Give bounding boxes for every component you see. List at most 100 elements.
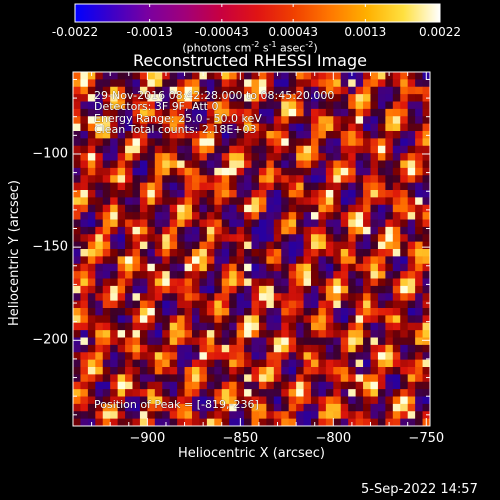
heatmap-cell: [288, 226, 297, 235]
heatmap-cell: [95, 167, 104, 176]
heatmap-cell: [311, 226, 319, 235]
heatmap-cell: [251, 145, 260, 154]
heatmap-cell: [288, 271, 297, 279]
heatmap-cell: [184, 300, 193, 309]
heatmap-cell: [80, 234, 89, 243]
heatmap-cell: [340, 389, 349, 397]
heatmap-cell: [385, 204, 394, 213]
heatmap-cell: [236, 204, 245, 213]
heatmap-cell: [162, 160, 171, 169]
heatmap-cell: [184, 330, 193, 338]
heatmap-cell: [162, 86, 171, 95]
heatmap-cell: [273, 123, 282, 132]
heatmap-cell: [325, 234, 334, 243]
heatmap-cell: [385, 337, 394, 346]
heatmap-cell: [236, 263, 245, 272]
heatmap-cell: [266, 396, 275, 405]
heatmap-cell: [370, 285, 379, 294]
heatmap-cell: [318, 94, 327, 102]
heatmap-cell: [147, 359, 156, 368]
heatmap-cell: [139, 212, 148, 220]
heatmap-cell: [400, 108, 409, 117]
heatmap-cell: [340, 108, 349, 117]
heatmap-cell: [244, 101, 252, 110]
heatmap-cell: [407, 145, 416, 154]
heatmap-cell: [73, 204, 81, 213]
heatmap-cell: [303, 123, 312, 132]
heatmap-cell: [184, 123, 193, 132]
heatmap-cell: [400, 94, 409, 102]
heatmap-cell: [400, 123, 409, 132]
heatmap-cell: [355, 249, 364, 257]
heatmap-cell: [229, 138, 238, 147]
heatmap-cell: [333, 249, 342, 257]
heatmap-cell: [73, 234, 81, 243]
heatmap-cell: [117, 367, 126, 375]
heatmap-cell: [281, 330, 290, 338]
heatmap-cell: [214, 411, 223, 420]
heatmap-cell: [288, 212, 297, 220]
plot-frame: [72, 71, 431, 427]
heatmap-cell: [154, 308, 163, 316]
heatmap-cell: [340, 344, 349, 353]
heatmap-cell: [221, 101, 230, 110]
heatmap-cell: [281, 234, 290, 243]
heatmap-cell: [154, 79, 163, 88]
heatmap-cell: [132, 374, 141, 383]
heatmap-cell: [95, 241, 104, 250]
heatmap-cell: [125, 381, 133, 390]
heatmap-cell: [258, 249, 267, 257]
heatmap-cell: [87, 271, 96, 279]
heatmap-cell: [355, 367, 364, 375]
heatmap-cell: [415, 359, 423, 368]
heatmap-cell: [385, 411, 394, 420]
heatmap-cell: [139, 344, 148, 353]
heatmap-cell: [370, 367, 379, 375]
heatmap-cell: [422, 79, 431, 88]
heatmap-cell: [415, 411, 423, 420]
heatmap-cell: [87, 219, 96, 228]
heatmap-cell: [80, 359, 89, 368]
heatmap-cell: [229, 226, 238, 235]
heatmap-cell: [355, 300, 364, 309]
heatmap-cell: [340, 72, 349, 80]
heatmap-cell: [139, 381, 148, 390]
heatmap-cell: [311, 219, 319, 228]
heatmap-cell: [95, 94, 104, 102]
heatmap-cell: [162, 249, 171, 257]
colorbar-units: (photons cm-2 s-1 asec-2): [182, 40, 318, 55]
heatmap-cell: [117, 411, 126, 420]
heatmap-cell: [125, 389, 133, 397]
heatmap-cell: [177, 381, 185, 390]
heatmap-cell: [95, 249, 104, 257]
heatmap-cell: [162, 285, 171, 294]
heatmap-cell: [296, 153, 304, 161]
heatmap-cell: [199, 263, 208, 272]
heatmap-cell: [192, 374, 200, 383]
heatmap-cell: [147, 212, 156, 220]
heatmap-cell: [214, 145, 223, 154]
heatmap-cell: [370, 381, 379, 390]
heatmap-cell: [236, 330, 245, 338]
heatmap-cell: [214, 263, 223, 272]
heatmap-cell: [355, 389, 364, 397]
heatmap-cell: [288, 344, 297, 353]
heatmap-cell: [184, 116, 193, 125]
heatmap-cell: [363, 374, 371, 383]
heatmap-cell: [184, 204, 193, 213]
heatmap-cell: [206, 204, 215, 213]
heatmap-cell: [139, 308, 148, 316]
heatmap-cell: [363, 315, 371, 324]
heatmap-cell: [80, 153, 89, 161]
heatmap-cell: [251, 396, 260, 405]
heatmap-cell: [110, 234, 119, 243]
heatmap-cell: [296, 226, 304, 235]
heatmap-cell: [229, 123, 238, 132]
heatmap-cell: [348, 263, 357, 272]
heatmap-cell: [288, 381, 297, 390]
heatmap-cell: [117, 344, 126, 353]
heatmap-cell: [355, 72, 364, 80]
heatmap-cell: [177, 293, 185, 302]
heatmap-cell: [377, 271, 386, 279]
heatmap-cell: [87, 352, 96, 361]
